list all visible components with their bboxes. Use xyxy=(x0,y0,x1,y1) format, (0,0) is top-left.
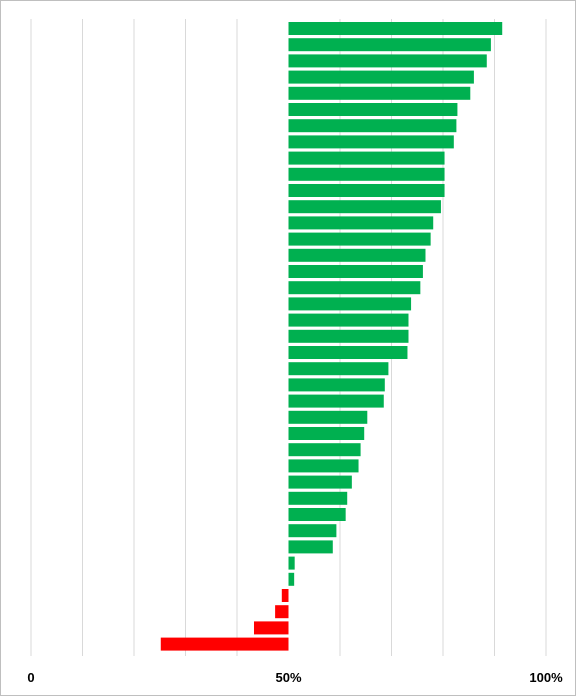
bar-25 xyxy=(288,410,368,424)
bar-6 xyxy=(288,103,458,116)
bar-21 xyxy=(288,346,408,359)
bar-22 xyxy=(288,362,389,376)
bar-19 xyxy=(288,313,409,327)
bar-3 xyxy=(288,54,487,68)
bar-12 xyxy=(288,200,441,214)
bar-7 xyxy=(288,119,457,133)
bar-33 xyxy=(288,540,333,554)
bar-35 xyxy=(288,572,295,586)
bar-1 xyxy=(288,22,503,35)
bar-37 xyxy=(275,605,289,619)
bar-38 xyxy=(253,621,289,635)
bar-20 xyxy=(288,329,409,343)
x-tick-label-100: 100% xyxy=(529,670,563,685)
bar-13 xyxy=(288,216,434,230)
bar-14 xyxy=(288,232,431,246)
bar-24 xyxy=(288,394,384,408)
bar-31 xyxy=(288,508,346,521)
x-tick-label-0: 0 xyxy=(27,670,34,685)
bar-23 xyxy=(288,378,385,392)
bar-4 xyxy=(288,70,474,84)
bar-2 xyxy=(288,38,491,52)
bar-36 xyxy=(281,589,289,602)
bar-27 xyxy=(288,443,361,457)
bar-11 xyxy=(288,184,445,197)
bar-8 xyxy=(288,135,454,149)
bar-18 xyxy=(288,297,412,311)
bar-30 xyxy=(288,491,348,505)
bar-15 xyxy=(288,248,426,262)
bar-26 xyxy=(288,427,365,440)
bar-32 xyxy=(288,524,337,538)
bar-29 xyxy=(288,475,352,489)
bar-34 xyxy=(288,556,295,570)
bar-16 xyxy=(288,265,423,278)
bar-39 xyxy=(160,637,289,651)
bar-17 xyxy=(288,281,421,295)
bar-10 xyxy=(288,167,445,181)
bar-28 xyxy=(288,459,359,473)
bar-5 xyxy=(288,86,471,100)
x-tick-label-50: 50% xyxy=(275,670,301,685)
bar-9 xyxy=(288,151,445,165)
